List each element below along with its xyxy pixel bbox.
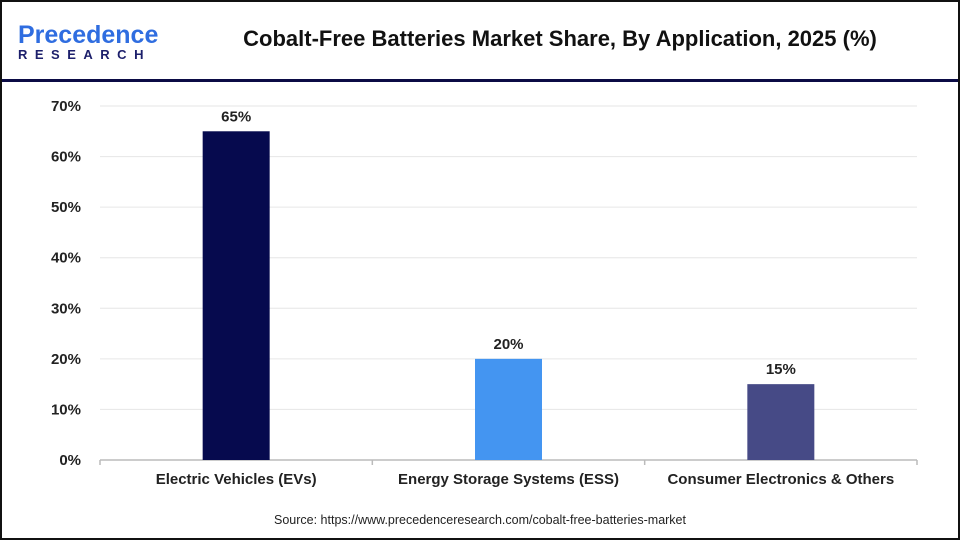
y-tick-label: 40% <box>51 250 81 267</box>
bar <box>475 358 542 460</box>
data-label: 65% <box>221 108 251 125</box>
y-tick-label: 20% <box>51 351 81 368</box>
source-note: Source: https://www.precedenceresearch.c… <box>274 513 686 527</box>
y-tick-label: 30% <box>51 300 81 317</box>
data-label: 15% <box>766 361 796 378</box>
data-label: 20% <box>493 336 523 353</box>
logo-line2: RESEARCH <box>18 47 151 62</box>
y-tick-label: 0% <box>59 452 81 469</box>
y-tick-label: 70% <box>51 98 81 115</box>
bar <box>747 384 815 460</box>
bar <box>202 131 270 461</box>
x-category-label: Electric Vehicles (EVs) <box>156 471 317 488</box>
x-category-label: Consumer Electronics & Others <box>667 471 894 488</box>
y-tick-label: 60% <box>51 149 81 166</box>
logo-line1: Precedence <box>18 21 159 49</box>
precedence-research-logo: Precedence RESEARCH <box>18 22 158 64</box>
y-tick-label: 50% <box>51 199 81 216</box>
chart-title: Cobalt-Free Batteries Market Share, By A… <box>243 26 877 51</box>
x-category-label: Energy Storage Systems (ESS) <box>398 471 619 488</box>
y-tick-label: 10% <box>51 401 81 418</box>
header-divider <box>2 79 958 82</box>
